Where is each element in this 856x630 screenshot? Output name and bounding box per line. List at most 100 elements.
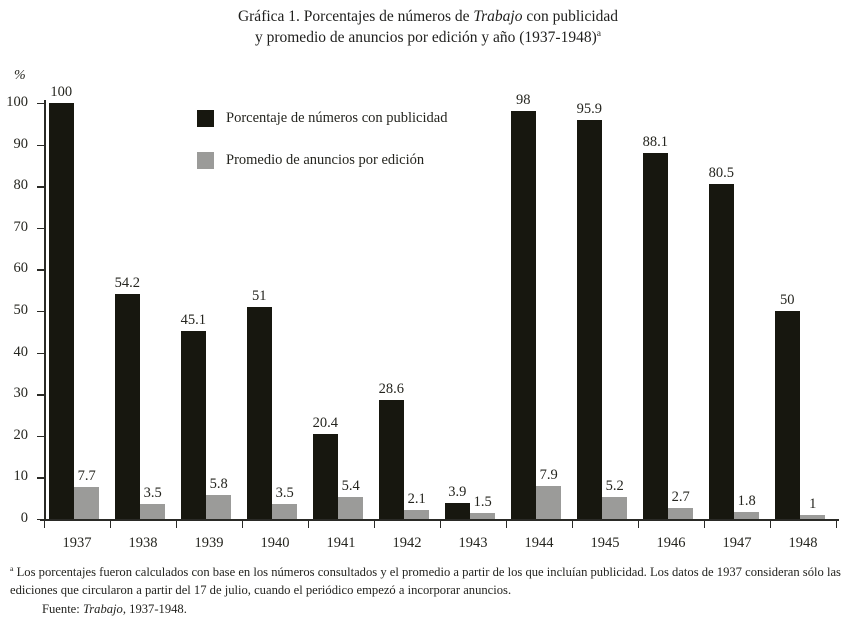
bar-promedio[interactable]: 2.1 (404, 491, 430, 519)
title-line-2: y promedio de anuncios por edición y año… (0, 27, 856, 48)
bar-value-label: 88.1 (642, 133, 668, 150)
title-line-1: Gráfica 1. Porcentajes de números de Tra… (0, 6, 856, 27)
bar-porcentaje[interactable]: 88.1 (642, 134, 668, 519)
bar-value-label: 1.5 (473, 493, 492, 510)
x-axis-tick (44, 519, 46, 528)
bar-value-label: 5.4 (341, 477, 360, 494)
bar-porcentaje[interactable]: 50 (774, 292, 800, 519)
x-axis-tick (638, 519, 640, 528)
bar-promedio[interactable]: 7.7 (74, 468, 100, 519)
bar-value-label: 3.5 (143, 485, 162, 502)
title-footnote-marker: a (596, 28, 602, 40)
legend-label-promedio: Promedio de anuncios por edición (226, 152, 425, 168)
legend-swatch-porcentaje (197, 110, 214, 127)
footnote-note-text: Los porcentajes fueron calculados con ba… (10, 565, 841, 598)
chart-footnotes: a Los porcentajes fueron calculados con … (0, 563, 856, 618)
bar-promedio[interactable]: 2.7 (668, 489, 694, 519)
bar-porcentaje[interactable]: 100 (48, 84, 74, 519)
bar-value-label: 100 (50, 84, 73, 100)
x-axis-label: 1937 (62, 535, 92, 551)
footnote-source: Fuente: Trabajo, 1937-1948. (0, 600, 856, 618)
bar-value-label: 28.6 (378, 381, 404, 398)
footnote-source-journal: Trabajo (82, 601, 123, 616)
title-line-1-post: con publicidad (522, 8, 619, 25)
bar-promedio[interactable]: 3.5 (272, 485, 298, 519)
legend-label-porcentaje: Porcentaje de números con publicidad (226, 110, 448, 126)
bar-porcentaje[interactable]: 3.9 (444, 484, 470, 519)
x-axis-label: 1943 (458, 535, 488, 551)
x-axis-label: 1939 (194, 535, 224, 551)
bar-value-label: 95.9 (576, 101, 602, 118)
bar-value-label: 2.1 (407, 491, 426, 508)
y-axis-tick: 80 (14, 177, 44, 193)
bar-value-label: 50 (780, 292, 795, 308)
x-axis-label: 1945 (590, 535, 620, 551)
bar-value-label: 51 (252, 287, 267, 304)
legend-item-porcentaje[interactable]: Porcentaje de números con publicidad (197, 110, 447, 127)
y-axis-tick: 40 (14, 344, 44, 360)
y-axis-tick: 100 (6, 94, 44, 110)
title-line-2-text: y promedio de anuncios por edición y año… (254, 29, 597, 47)
y-axis-tick-label: 0 (20, 509, 28, 526)
x-axis-tick (506, 519, 508, 528)
bar-value-label: 5.2 (605, 478, 624, 495)
x-axis-tick (572, 519, 574, 528)
y-axis-tick-label: 70 (13, 218, 29, 235)
bar-porcentaje[interactable]: 80.5 (708, 165, 734, 519)
x-axis-tick (704, 519, 706, 528)
bar-value-label: 3.9 (448, 483, 467, 500)
title-line-1-pre: Gráfica 1. Porcentajes de números de (237, 8, 474, 25)
bar-value-label: 20.4 (312, 415, 338, 432)
bar-porcentaje[interactable]: 28.6 (378, 381, 404, 519)
bar-promedio[interactable]: 5.2 (602, 478, 628, 519)
bar-value-label: 98 (516, 92, 531, 109)
bar-value-label: 45.1 (180, 312, 206, 329)
bar-porcentaje[interactable]: 20.4 (312, 415, 338, 519)
bar-porcentaje[interactable]: 51 (246, 288, 272, 519)
legend-swatch-promedio (197, 152, 214, 169)
y-axis-tick: 70 (14, 219, 44, 235)
bar-value-label: 2.7 (671, 488, 690, 505)
x-axis-label: 1940 (260, 535, 290, 551)
y-axis-tick: 50 (14, 302, 44, 318)
legend-item-promedio[interactable]: Promedio de anuncios por edición (197, 152, 447, 169)
y-axis-tick: 0 (21, 510, 44, 526)
bar-promedio[interactable]: 1 (800, 496, 826, 519)
y-axis-tick: 10 (14, 468, 44, 484)
bar-promedio[interactable]: 1.8 (734, 493, 760, 519)
bar-porcentaje[interactable]: 54.2 (114, 275, 140, 519)
y-axis-unit-label: % (14, 68, 26, 83)
x-axis-label: 1942 (392, 535, 422, 551)
bar-porcentaje[interactable]: 95.9 (576, 101, 602, 519)
y-axis-line (44, 100, 46, 519)
bar-porcentaje[interactable]: 98 (510, 92, 536, 519)
x-axis-tick (770, 519, 772, 528)
y-axis-tick: 20 (14, 427, 44, 443)
y-axis-tick-label: 30 (13, 385, 29, 402)
x-axis-label: 1947 (722, 535, 752, 551)
bar-promedio[interactable]: 3.5 (140, 485, 166, 519)
x-axis-tick (440, 519, 442, 528)
bar-promedio[interactable]: 7.9 (536, 467, 562, 519)
bar-value-label: 1 (809, 495, 817, 512)
footnote-marker: a (10, 563, 14, 573)
x-axis-label: 1946 (656, 535, 686, 551)
footnote-source-rest: , 1937-1948. (122, 601, 187, 616)
x-axis-label: 1941 (326, 535, 356, 551)
bar-promedio[interactable]: 5.8 (206, 476, 232, 519)
y-axis-tick-label: 60 (13, 260, 29, 277)
y-axis-tick-label: 50 (13, 301, 29, 318)
bar-value-label: 54.2 (114, 274, 140, 291)
bar-promedio[interactable]: 5.4 (338, 478, 364, 519)
bar-value-label: 80.5 (708, 165, 734, 182)
x-axis-label: 1938 (128, 535, 158, 551)
y-axis-tick-label: 20 (13, 426, 29, 443)
y-axis-tick-label: 40 (13, 343, 29, 360)
bar-value-label: 7.7 (77, 467, 96, 484)
y-axis-tick-label: 90 (13, 135, 29, 152)
x-axis-tick (374, 519, 376, 528)
y-axis-tick-label: 80 (13, 177, 29, 194)
bar-porcentaje[interactable]: 45.1 (180, 312, 206, 519)
y-axis-tick: 90 (14, 136, 44, 152)
bar-promedio[interactable]: 1.5 (470, 494, 496, 519)
